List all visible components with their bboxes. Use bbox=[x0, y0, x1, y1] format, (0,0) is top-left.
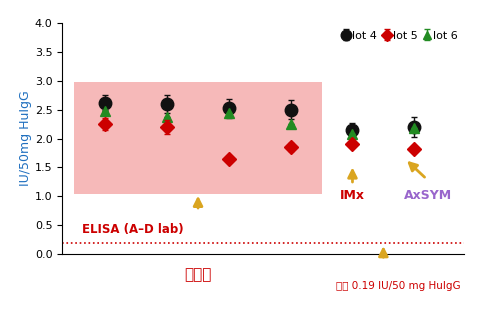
Y-axis label: IU/50mg HuIgG: IU/50mg HuIgG bbox=[19, 91, 32, 186]
Bar bbox=[75, 82, 322, 194]
Text: IMx: IMx bbox=[340, 189, 365, 202]
Text: ELISA (A–D lab): ELISA (A–D lab) bbox=[82, 224, 184, 236]
Text: AxSYM: AxSYM bbox=[404, 189, 452, 202]
Text: 점정법: 점정법 bbox=[185, 267, 212, 282]
Legend: lot 4, lot 5, lot 6: lot 4, lot 5, lot 6 bbox=[338, 26, 462, 45]
Text: 기준 0.19 IU/50 mg HuIgG: 기준 0.19 IU/50 mg HuIgG bbox=[336, 281, 461, 291]
